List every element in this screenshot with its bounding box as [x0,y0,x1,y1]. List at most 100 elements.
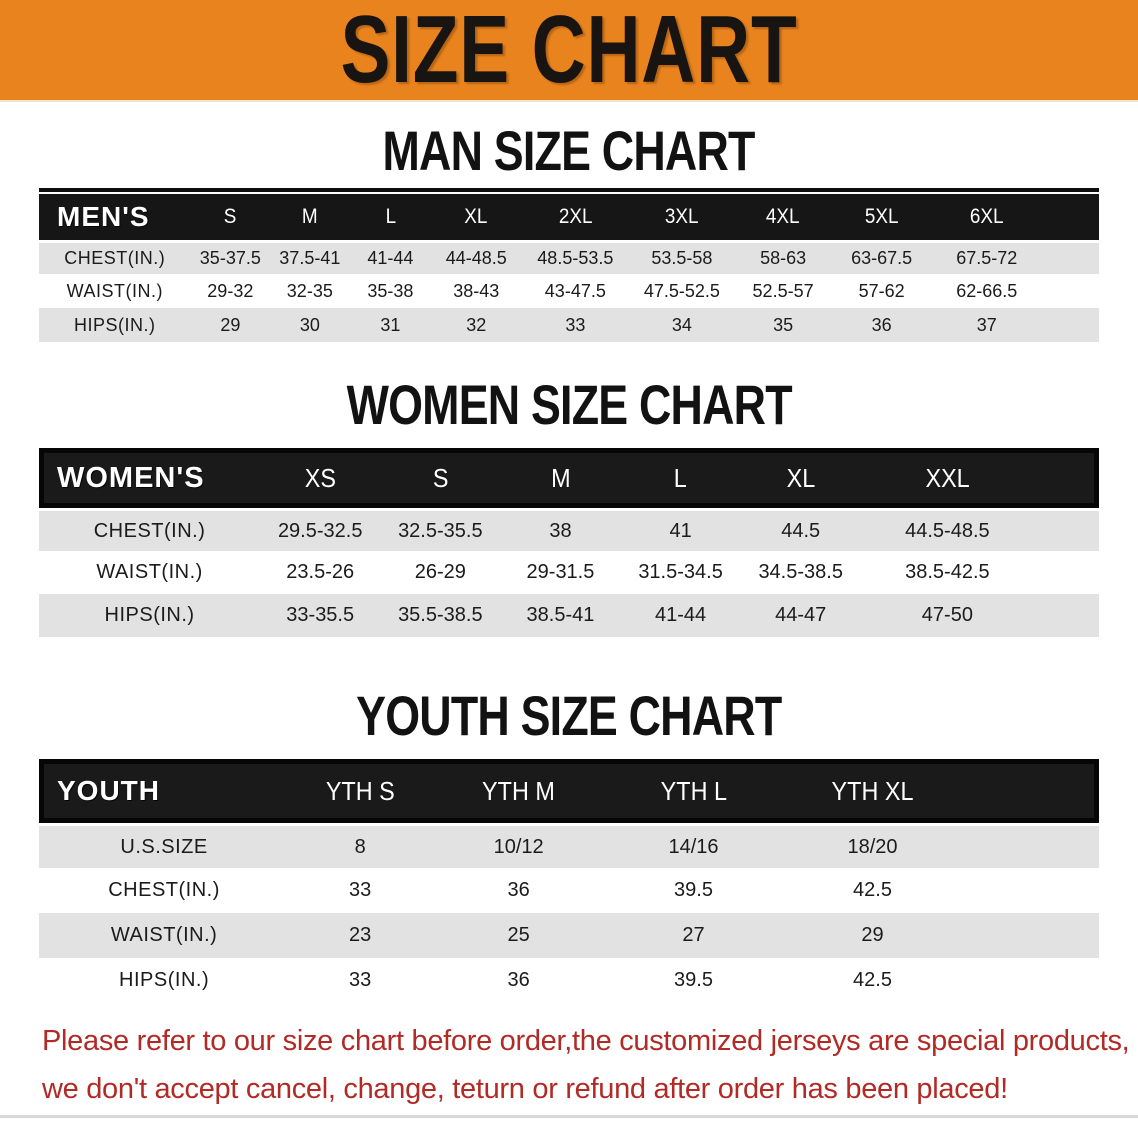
youth-section: YOUTH SIZE CHART YOUTH YTH S YTH M YTH L YTH … [0,684,1138,1003]
cell-value: 23 [289,913,432,958]
youth-size-col-yth-l: YTH L [606,759,781,823]
mens-size-col-xl: XL [431,194,522,240]
womens-heading: WOMEN SIZE CHART [0,373,1138,436]
cell-value: 38.5-41 [500,594,621,637]
mens-size-col-l: L [349,194,432,240]
footer-note-line1: Please refer to our size chart before or… [42,1025,1130,1057]
mens-row-chest-in.-: CHEST(IN.) 35-37.5 37.5-41 41-44 44-48.5 48.5… [39,240,1099,274]
row-label: WAIST(IN.) [39,551,261,594]
cell-value: 38.5-42.5 [860,551,1099,594]
cell-value: 10/12 [431,823,607,868]
row-label: WAIST(IN.) [39,913,290,958]
cell-value: 47-50 [860,594,1099,637]
cell-value: 47.5-52.5 [629,274,735,308]
cell-value: 38 [500,508,621,551]
cell-value: 36 [431,868,607,913]
youth-row-chest-in.-: CHEST(IN.) 33 36 39.5 42.5 [39,868,1099,913]
cell-value: 29 [190,308,271,342]
cell-value: 33 [521,308,630,342]
womens-size-table: WOMEN'S XS S M L XL XXL CHEST(IN.) 29.5-32.5 32.5… [39,448,1099,637]
mens-size-col-2xl: 2XL [521,194,630,240]
womens-size-col-l: L [620,448,741,508]
bottom-divider [0,1115,1138,1118]
youth-size-table: YOUTH YTH S YTH M YTH L YTH XL U.S.SIZE 8 10/12… [39,759,1099,1003]
womens-size-col-xl: XL [740,448,861,508]
cell-value: 35.5-38.5 [380,594,501,637]
womens-row-waist-in.-: WAIST(IN.) 23.5-26 26-29 29-31.5 31.5-34.5 34… [39,551,1099,594]
cell-value: 14/16 [606,823,781,868]
cell-value: 42.5 [780,868,1099,913]
cell-value: 32 [431,308,522,342]
cell-value: 44-48.5 [431,240,522,274]
cell-value: 44.5-48.5 [860,508,1099,551]
cell-value: 29 [780,913,1099,958]
cell-value: 27 [606,913,781,958]
womens-heading-text: WOMEN SIZE CHART [346,373,792,436]
row-label: CHEST(IN.) [39,868,290,913]
mens-section: MAN SIZE CHART MEN'S S M L XL 2XL 3XL 4XL 5XL 6XL C… [0,123,1138,342]
cell-value: 23.5-26 [260,551,381,594]
footer-note-line2: we don't accept cancel, change, teturn o… [42,1073,1008,1105]
cell-value: 18/20 [780,823,1099,868]
cell-value: 67.5-72 [931,240,1099,274]
cell-value: 31.5-34.5 [620,551,741,594]
youth-header-row: YOUTH YTH S YTH M YTH L YTH XL [39,759,1099,823]
cell-value: 25 [431,913,607,958]
mens-size-table: MEN'S S M L XL 2XL 3XL 4XL 5XL 6XL CHEST(IN.) 35-37… [39,194,1099,342]
youth-row-waist-in.-: WAIST(IN.) 23 25 27 29 [39,913,1099,958]
cell-value: 35 [734,308,832,342]
mens-row-hips-in.-: HIPS(IN.) 29 30 31 32 33 34 35 36 37 [39,308,1099,342]
womens-table-title: WOMEN'S [39,448,261,508]
mens-heading: MAN SIZE CHART [0,123,1138,179]
cell-value: 48.5-53.5 [521,240,630,274]
mens-size-col-4xl: 4XL [734,194,832,240]
cell-value: 36 [831,308,932,342]
youth-heading-text: YOUTH SIZE CHART [356,684,782,747]
mens-size-col-5xl: 5XL [831,194,932,240]
womens-header-row: WOMEN'S XS S M L XL XXL [39,448,1099,508]
mens-table-title: MEN'S [39,194,191,240]
cell-value: 36 [431,958,607,1003]
youth-row-hips-in.-: HIPS(IN.) 33 36 39.5 42.5 [39,958,1099,1003]
cell-value: 44-47 [740,594,861,637]
cell-value: 63-67.5 [831,240,932,274]
cell-value: 37 [931,308,1099,342]
mens-size-col-3xl: 3XL [629,194,735,240]
row-label: CHEST(IN.) [39,240,191,274]
row-label: HIPS(IN.) [39,594,261,637]
mens-row-waist-in.-: WAIST(IN.) 29-32 32-35 35-38 38-43 43-47.5 47.… [39,274,1099,308]
youth-size-col-yth-xl: YTH XL [780,759,1099,823]
page-title: SIZE CHART [340,0,798,103]
row-label: HIPS(IN.) [39,958,290,1003]
cell-value: 62-66.5 [931,274,1099,308]
row-label: HIPS(IN.) [39,308,191,342]
cell-value: 31 [349,308,432,342]
womens-section: WOMEN SIZE CHART WOMEN'S XS S M L XL XXL CHEST(I… [0,373,1138,637]
cell-value: 53.5-58 [629,240,735,274]
youth-size-col-yth-m: YTH M [431,759,607,823]
youth-table-title: YOUTH [39,759,290,823]
cell-value: 35-37.5 [190,240,271,274]
mens-table-top-rule [39,188,1099,192]
cell-value: 33 [289,868,432,913]
cell-value: 29-32 [190,274,271,308]
cell-value: 39.5 [606,958,781,1003]
cell-value: 37.5-41 [270,240,350,274]
mens-size-col-6xl: 6XL [931,194,1099,240]
womens-row-hips-in.-: HIPS(IN.) 33-35.5 35.5-38.5 38.5-41 41-44 44-… [39,594,1099,637]
cell-value: 43-47.5 [521,274,630,308]
cell-value: 8 [289,823,432,868]
cell-value: 38-43 [431,274,522,308]
youth-row-u.s.size: U.S.SIZE 8 10/12 14/16 18/20 [39,823,1099,868]
cell-value: 41 [620,508,741,551]
cell-value: 33 [289,958,432,1003]
cell-value: 30 [270,308,350,342]
cell-value: 32-35 [270,274,350,308]
cell-value: 35-38 [349,274,432,308]
row-label: U.S.SIZE [39,823,290,868]
size-chart-sections: MAN SIZE CHART MEN'S S M L XL 2XL 3XL 4XL 5XL 6XL C… [0,123,1138,1003]
youth-size-col-yth-s: YTH S [289,759,432,823]
cell-value: 34.5-38.5 [740,551,861,594]
womens-row-chest-in.-: CHEST(IN.) 29.5-32.5 32.5-35.5 38 41 44.5 44.5… [39,508,1099,551]
